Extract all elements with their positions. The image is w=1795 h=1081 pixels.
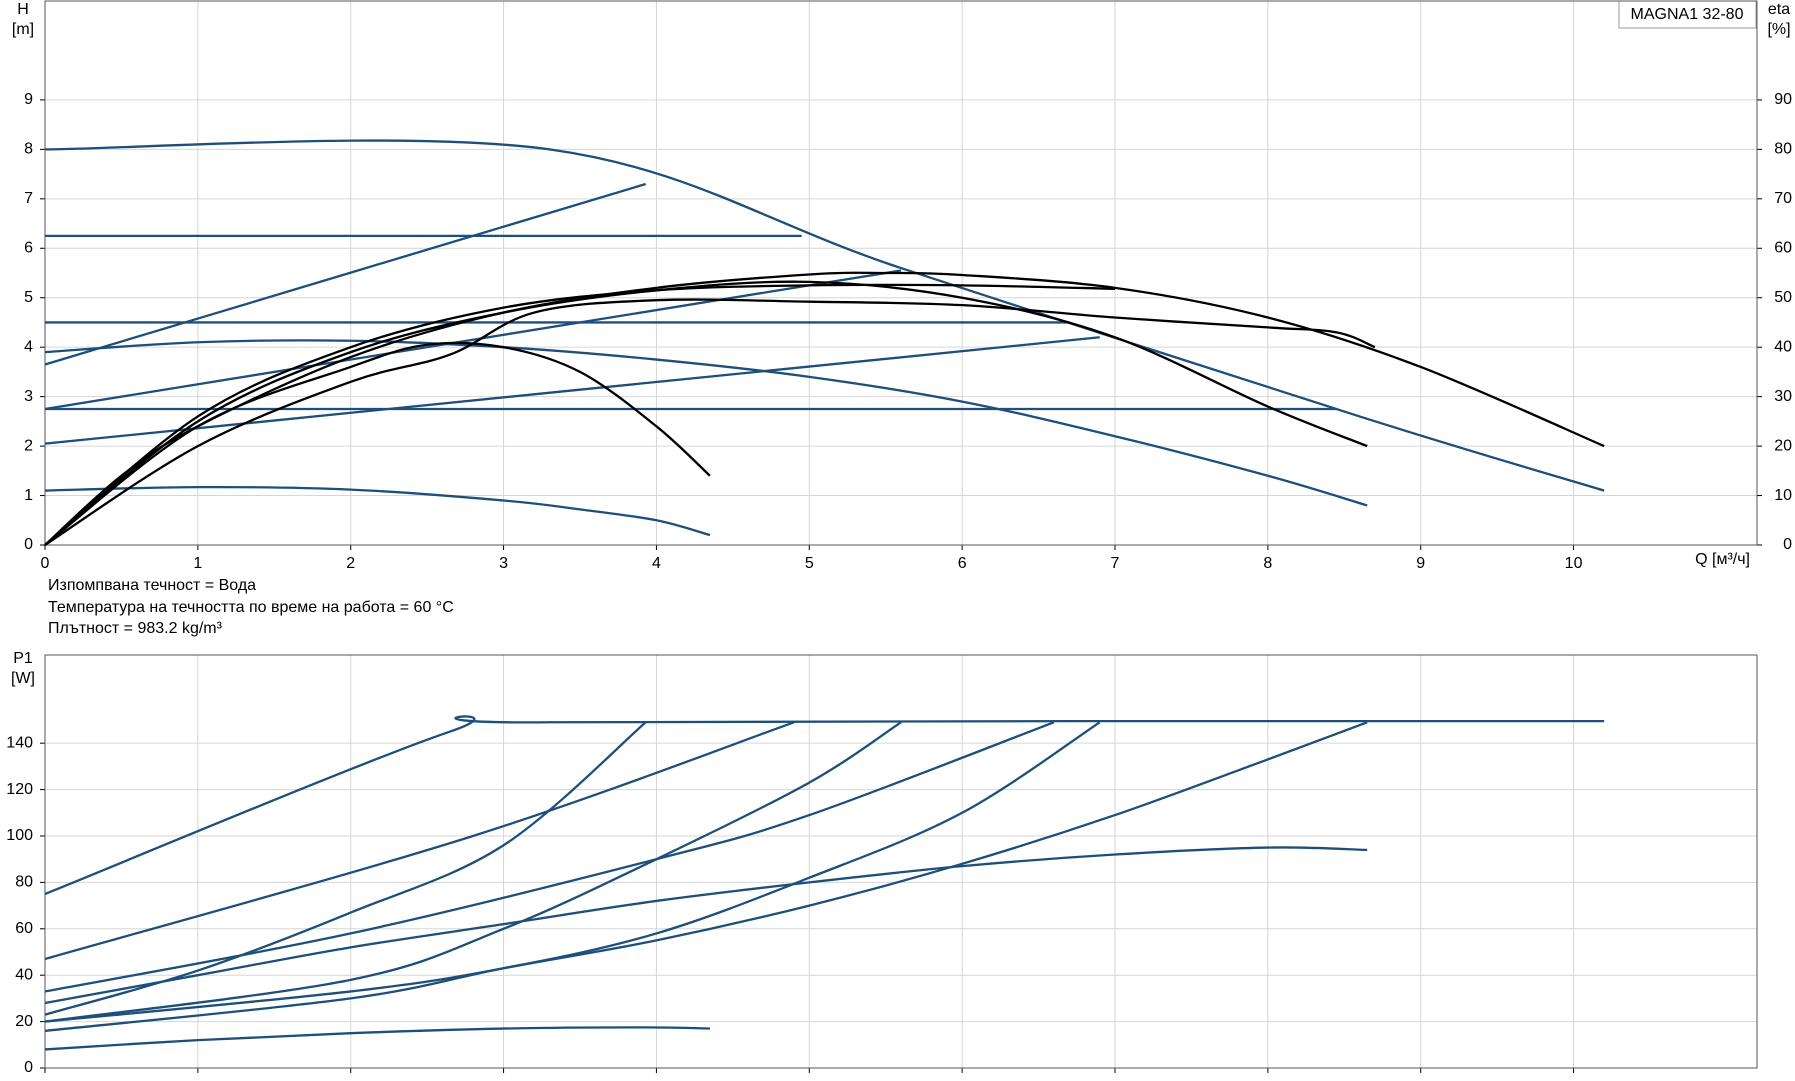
x-tick-label: 0 [41,555,50,572]
x-label: Q [м³/ч] [1695,551,1750,568]
curve [44,283,1116,546]
y2-tick-label: 30 [1774,388,1792,405]
y2-label: eta [1768,1,1790,18]
title-box [1618,0,1757,29]
y2-tick-label: 20 [1774,437,1792,454]
y-tick-label: 60 [15,920,33,937]
plot-frame [44,654,1758,1069]
x-tick-label: 9 [1416,555,1425,572]
x-tick-label: 4 [652,555,661,572]
y-tick-label: 20 [15,1013,33,1030]
x-tick-label: 8 [1263,555,1272,572]
curve [44,280,1368,546]
x-tick-label: 1 [193,555,202,572]
y-tick-label: 120 [6,781,33,798]
y2-tick-label: 90 [1774,91,1792,108]
y2-tick-label: 80 [1774,141,1792,158]
y-tick-label: 4 [24,338,33,355]
y2-unit: [%] [1767,21,1790,38]
annotation: Плътност = 983.2 kg/m³ [48,620,223,637]
y2-tick-label: 60 [1774,239,1792,256]
curve [44,269,902,411]
x-tick-label: 5 [805,555,814,572]
y-tick-label: 5 [24,289,33,306]
y-label: P1 [13,650,33,667]
y-tick-label: 40 [15,966,33,983]
curve [44,336,1100,445]
annotation: Температура на течността по време на раб… [48,599,454,616]
curve [44,139,1605,492]
y-tick-label: 9 [24,91,33,108]
y-unit: [m] [12,21,34,38]
y-tick-label: 0 [24,536,33,553]
curve [44,846,1368,1005]
curve [44,721,1055,993]
y-tick-label: 2 [24,437,33,454]
curve [44,721,1101,1023]
curve [44,721,1368,1033]
y-tick-label: 8 [24,141,33,158]
curve [44,339,1368,507]
y-label: H [17,1,29,18]
plot-frame [44,0,1758,546]
y2-tick-label: 50 [1774,289,1792,306]
y-unit: [W] [11,670,35,687]
chart-title: MAGNA1 32-80 [1631,6,1744,23]
x-tick-label: 7 [1111,555,1120,572]
y2-tick-label: 40 [1774,338,1792,355]
y2-tick-label: 10 [1774,487,1792,504]
y-tick-label: 140 [6,734,33,751]
y-tick-label: 3 [24,388,33,405]
y-tick-label: 0 [24,1059,33,1076]
y-tick-label: 100 [6,827,33,844]
curve [44,485,711,537]
x-tick-label: 10 [1565,555,1583,572]
curve [44,1026,710,1051]
curve [44,721,902,1023]
curve [44,298,1376,546]
y-tick-label: 1 [24,487,33,504]
curve [44,715,1605,896]
y-tick-label: 80 [15,874,33,891]
y-tick-label: 6 [24,239,33,256]
annotation: Изпомпвана течност = Вода [48,577,256,594]
y-tick-label: 7 [24,190,33,207]
x-tick-label: 2 [346,555,355,572]
y2-tick-label: 70 [1774,190,1792,207]
curve [44,721,795,961]
curve [44,182,647,366]
x-tick-label: 6 [958,555,967,572]
curve [44,341,711,546]
x-tick-label: 3 [499,555,508,572]
y2-tick-label: 0 [1783,536,1792,553]
curve [44,721,647,1016]
